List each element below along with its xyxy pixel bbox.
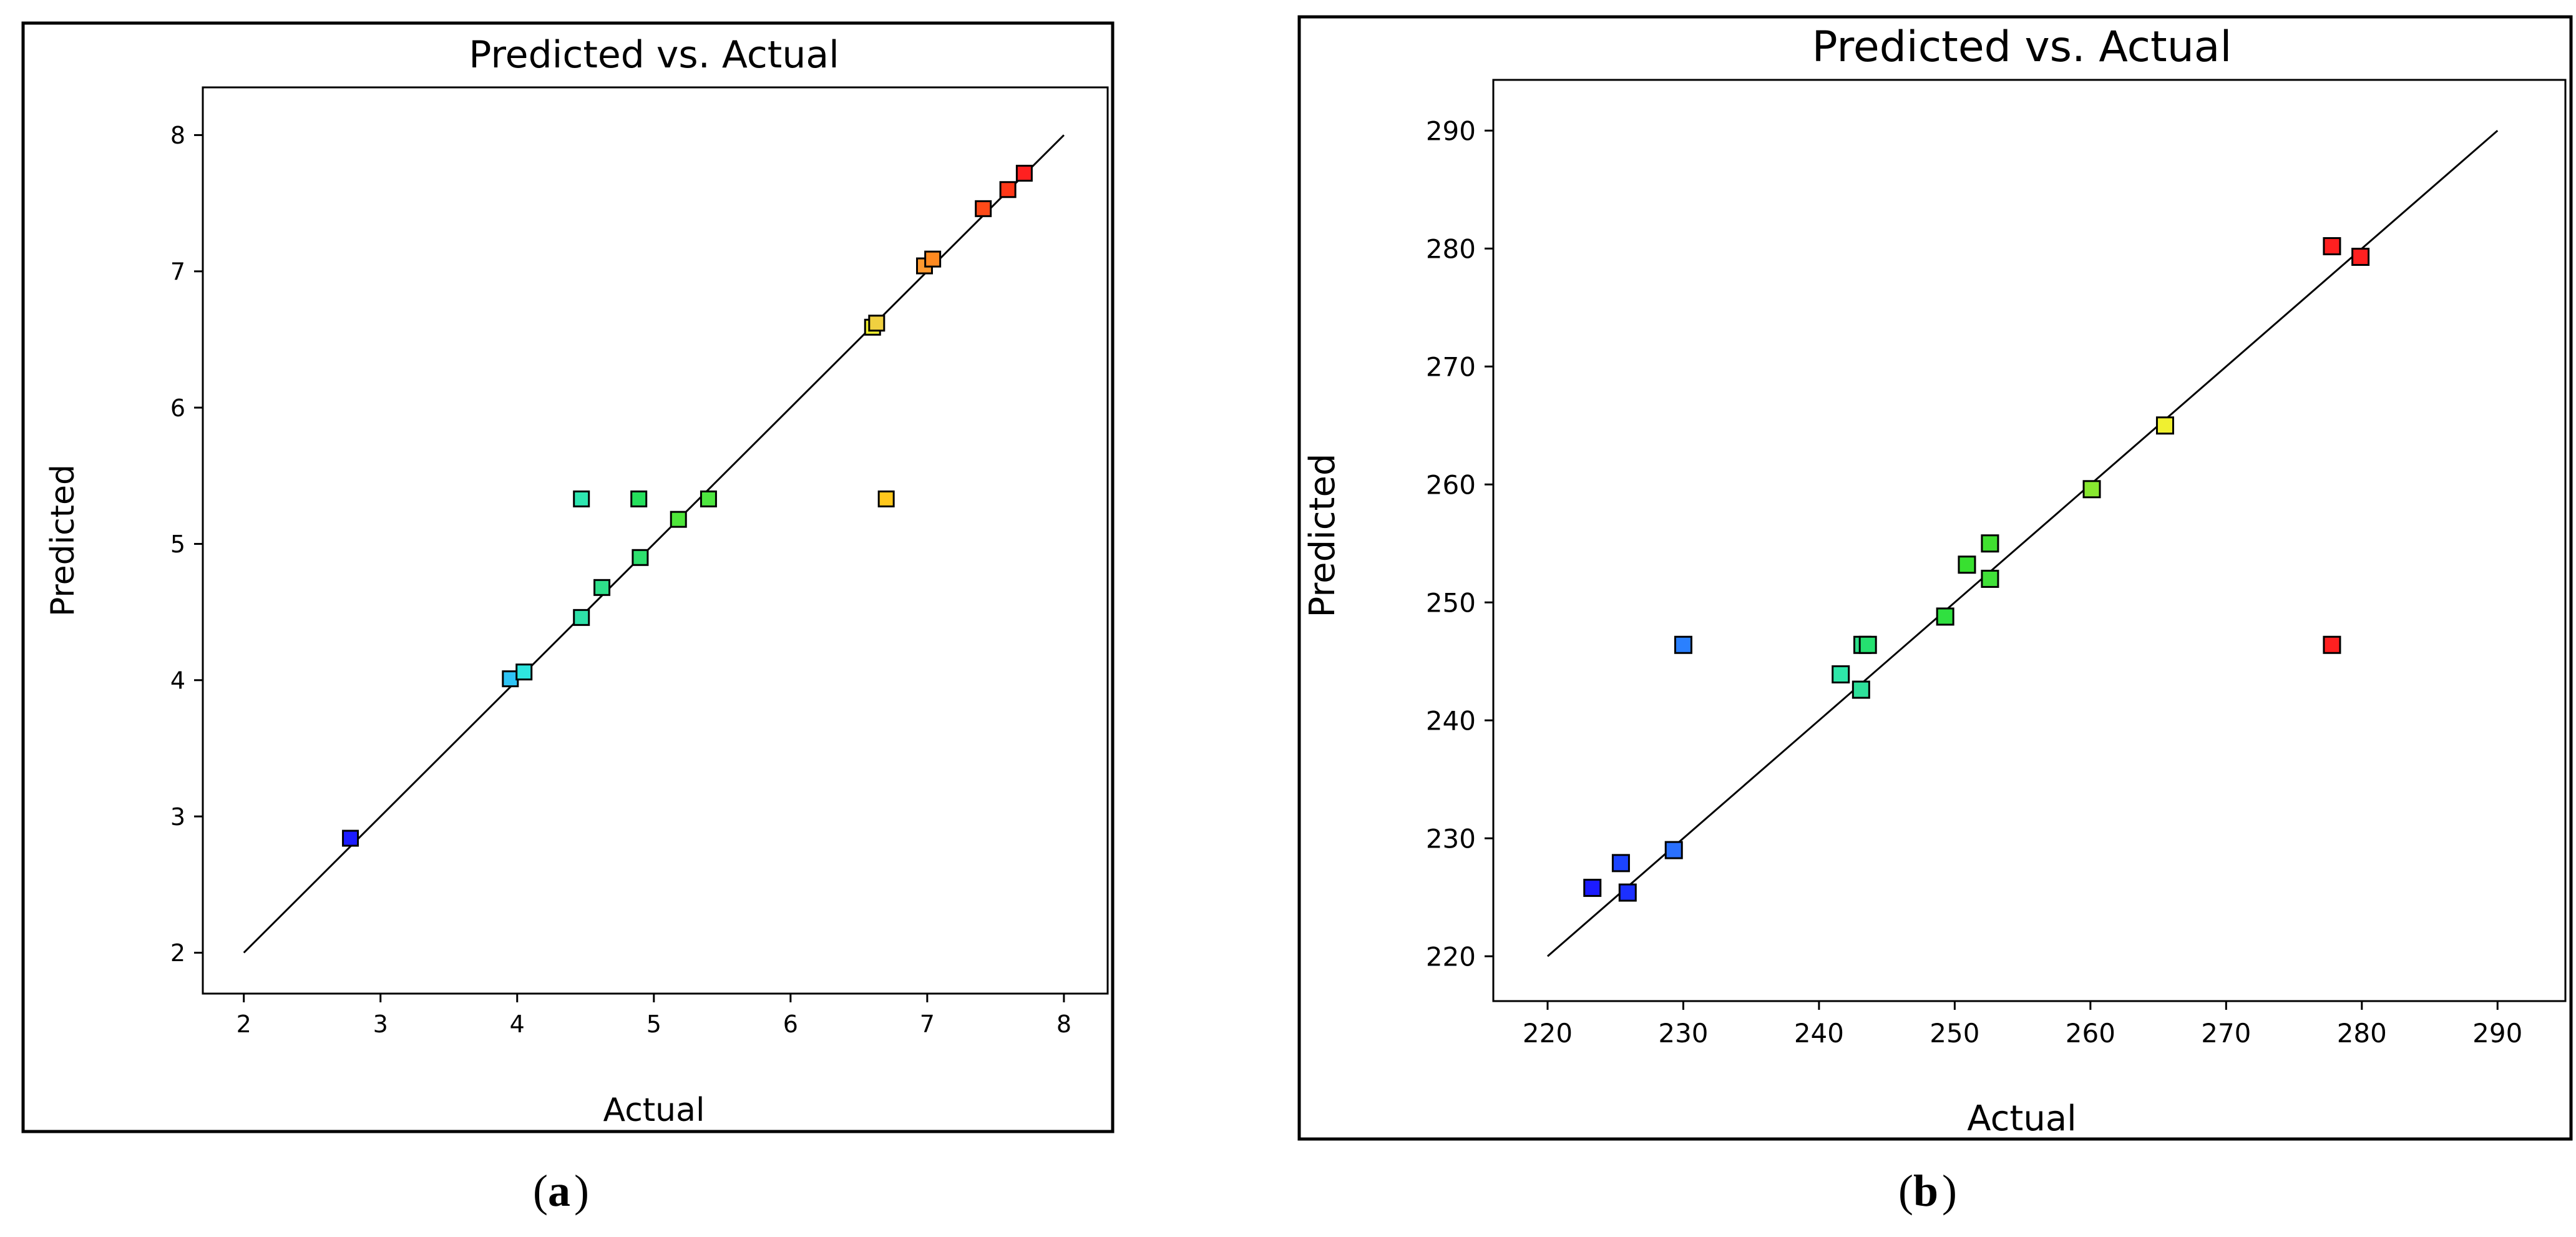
data-point [975, 200, 992, 217]
x-tick-label: 4 [510, 1010, 525, 1038]
data-point [1958, 555, 1976, 574]
data-point [1858, 635, 1877, 654]
panel-a-title: Predicted vs. Actual [469, 33, 839, 77]
panel-b-y-axis: 220 230 240 250 260 270 280 290 [1426, 115, 1493, 972]
data-point [1674, 635, 1692, 654]
y-tick-label: 260 [1426, 469, 1476, 500]
caption-b: ( b ) [1898, 1166, 1957, 1216]
data-point [593, 579, 611, 596]
x-tick-label: 260 [2066, 1018, 2115, 1049]
data-point [1981, 569, 1999, 588]
panel-b-frame [1297, 15, 2573, 1141]
x-tick-label: 270 [2201, 1018, 2251, 1049]
y-tick-label: 230 [1426, 823, 1476, 854]
caption-a-letter: a [548, 1166, 570, 1216]
data-point [1015, 165, 1033, 182]
chart-panel-b: Predicted vs. Actual 220 230 240 250 260 270 2… [1297, 15, 2573, 1141]
y-tick-label: 220 [1426, 941, 1476, 972]
data-point [1618, 883, 1637, 902]
y-tick-label: 240 [1426, 705, 1476, 736]
data-point [877, 490, 895, 507]
x-tick-label: 290 [2472, 1018, 2522, 1049]
data-point [868, 315, 886, 332]
panel-a-points [342, 165, 1033, 847]
x-tick-label: 230 [1658, 1018, 1708, 1049]
panel-b-x-axis: 220 230 240 250 260 270 280 290 [1523, 1001, 2522, 1049]
svg-text:): ) [1942, 1166, 1957, 1216]
x-tick-label: 2 [237, 1010, 251, 1038]
data-point [2082, 480, 2101, 499]
x-tick-label: 5 [646, 1010, 661, 1038]
panel-a-y-label: Predicted [44, 464, 82, 617]
data-point [1583, 879, 1602, 897]
y-tick-label: 6 [170, 394, 185, 422]
caption-b-letter: b [1913, 1166, 1938, 1216]
data-point [2155, 416, 2174, 435]
panel-b-title: Predicted vs. Actual [1812, 22, 2232, 72]
y-tick-label: 280 [1426, 233, 1476, 264]
panel-a-x-label: Actual [603, 1092, 705, 1129]
panel-a-plot-area [202, 86, 1109, 995]
svg-text:(: ( [1898, 1166, 1913, 1216]
svg-text:(: ( [533, 1166, 548, 1216]
data-point [502, 670, 519, 688]
data-point [632, 549, 649, 566]
y-tick-label: 8 [170, 122, 185, 149]
y-tick-label: 4 [170, 667, 185, 694]
data-point [700, 490, 717, 507]
y-tick-label: 270 [1426, 351, 1476, 382]
y-tick-label: 5 [170, 530, 185, 558]
panel-b-y-label: Predicted [1302, 454, 1343, 618]
data-point [1832, 665, 1850, 684]
x-tick-label: 280 [2337, 1018, 2387, 1049]
data-point [1936, 607, 1954, 626]
x-tick-label: 220 [1523, 1018, 1573, 1049]
data-point [999, 181, 1017, 198]
x-tick-label: 3 [373, 1010, 388, 1038]
y-tick-label: 250 [1426, 587, 1476, 618]
x-tick-label: 8 [1056, 1010, 1071, 1038]
panel-b-plot-area [1492, 79, 2567, 1002]
data-point [1664, 841, 1683, 859]
y-tick-label: 7 [170, 258, 185, 285]
data-point [670, 511, 687, 528]
caption-a: ( a ) [533, 1166, 589, 1216]
data-point [342, 829, 359, 847]
chart-panel-a: Predicted vs. Actual 2 3 4 5 6 7 8 2 3 4 5 6 7 8 Act… [21, 21, 1115, 1133]
x-tick-label: 250 [1930, 1018, 1979, 1049]
panel-b-diagonal-line [1547, 130, 2499, 957]
y-tick-label: 290 [1426, 115, 1476, 146]
data-point [1852, 680, 1870, 699]
panel-a-x-axis: 2 3 4 5 6 7 8 [237, 994, 1071, 1038]
y-tick-label: 3 [170, 803, 185, 831]
data-point [515, 663, 533, 681]
data-point [924, 250, 942, 268]
x-tick-label: 7 [920, 1010, 935, 1038]
x-tick-label: 240 [1794, 1018, 1844, 1049]
data-point [2323, 635, 2341, 654]
data-point [573, 490, 590, 507]
data-point [1611, 854, 1630, 873]
data-point [573, 609, 590, 626]
data-point [630, 490, 648, 507]
panel-b-x-label: Actual [1967, 1098, 2076, 1139]
svg-text:): ) [574, 1166, 589, 1216]
data-point [2351, 247, 2370, 266]
x-tick-label: 6 [783, 1010, 798, 1038]
panel-a-frame [21, 21, 1115, 1133]
y-tick-label: 2 [170, 939, 185, 967]
panel-a-y-axis: 2 3 4 5 6 7 8 [170, 122, 203, 967]
data-point [1981, 534, 1999, 553]
data-point [2323, 237, 2341, 255]
panel-b-points [1583, 237, 2370, 902]
